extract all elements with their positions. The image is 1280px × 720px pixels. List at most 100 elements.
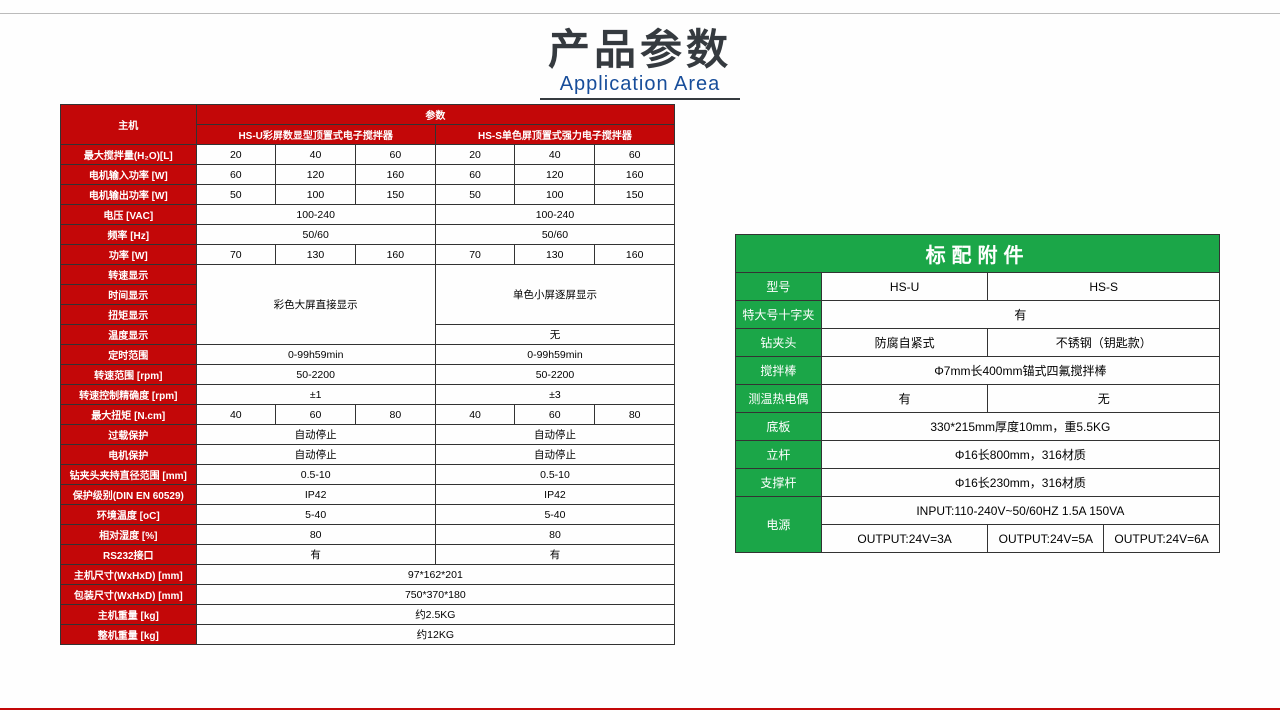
row-lbl: 功率 [W] [61, 245, 197, 265]
row-lbl: RS232接口 [61, 545, 197, 565]
cell: Φ7mm长400mm锚式四氟搅拌棒 [821, 357, 1219, 385]
cell: 97*162*201 [196, 565, 675, 585]
cell: 约12KG [196, 625, 675, 645]
row-lbl: 最大搅拌量(H₂O)[L] [61, 145, 197, 165]
cell: 130 [515, 245, 595, 265]
row-lbl: 温度显示 [61, 325, 197, 345]
cell: 60 [435, 165, 514, 185]
cell: HS-U [821, 273, 988, 301]
cell: 60 [196, 165, 275, 185]
cell: 80 [355, 405, 435, 425]
cell: 70 [435, 245, 514, 265]
cell: 自动停止 [435, 445, 674, 465]
acc-lbl: 型号 [736, 273, 822, 301]
cell: 40 [196, 405, 275, 425]
row-lbl: 转速显示 [61, 265, 197, 285]
cell: 50-2200 [435, 365, 674, 385]
spec-table: 主机 参数 HS-U彩屏数显型顶置式电子搅拌器 HS-S单色屏顶置式强力电子搅拌… [60, 104, 675, 645]
cell: 50-2200 [196, 365, 435, 385]
cell: 160 [355, 165, 435, 185]
cell: 60 [515, 405, 595, 425]
cell: 单色小屏逐屏显示 [435, 265, 674, 325]
row-lbl: 主机重量 [kg] [61, 605, 197, 625]
cell: OUTPUT:24V=5A [988, 525, 1104, 553]
row-lbl: 转速范围 [rpm] [61, 365, 197, 385]
cell: 20 [435, 145, 514, 165]
page-title-en: Application Area [0, 73, 1280, 96]
hdr-host: 主机 [61, 105, 197, 145]
acc-title: 标配附件 [736, 235, 1220, 273]
cell: 0-99h59min [435, 345, 674, 365]
row-lbl: 最大扭矩 [N.cm] [61, 405, 197, 425]
row-lbl: 电压 [VAC] [61, 205, 197, 225]
cell: 无 [435, 325, 674, 345]
cell: 无 [988, 385, 1220, 413]
cell: 60 [355, 145, 435, 165]
cell: 50/60 [435, 225, 674, 245]
cell: 0-99h59min [196, 345, 435, 365]
row-lbl: 整机重量 [kg] [61, 625, 197, 645]
cell: OUTPUT:24V=3A [821, 525, 988, 553]
cell: 自动停止 [196, 425, 435, 445]
cell: 40 [276, 145, 356, 165]
hdr-u: HS-U彩屏数显型顶置式电子搅拌器 [196, 125, 435, 145]
cell: 自动停止 [435, 425, 674, 445]
cell: 50/60 [196, 225, 435, 245]
row-lbl: 定时范围 [61, 345, 197, 365]
hdr-s: HS-S单色屏顶置式强力电子搅拌器 [435, 125, 674, 145]
cell: 120 [276, 165, 356, 185]
cell: 60 [595, 145, 675, 165]
accessories-table: 标配附件 型号 HS-U HS-S 特大号十字夹 有 钻夹头 防腐自紧式 不锈钢… [735, 234, 1220, 553]
cell: 120 [515, 165, 595, 185]
cell: OUTPUT:24V=6A [1104, 525, 1220, 553]
top-divider [0, 0, 1280, 14]
acc-lbl: 特大号十字夹 [736, 301, 822, 329]
row-lbl: 电机输入功率 [W] [61, 165, 197, 185]
row-lbl: 保护级别(DIN EN 60529) [61, 485, 197, 505]
row-lbl: 电机保护 [61, 445, 197, 465]
cell: INPUT:110-240V~50/60HZ 1.5A 150VA [821, 497, 1219, 525]
cell: 70 [196, 245, 275, 265]
row-lbl: 频率 [Hz] [61, 225, 197, 245]
acc-lbl: 测温热电偶 [736, 385, 822, 413]
row-lbl: 时间显示 [61, 285, 197, 305]
cell: 有 [821, 301, 1219, 329]
row-lbl: 过载保护 [61, 425, 197, 445]
cell: 有 [435, 545, 674, 565]
acc-lbl: 钻夹头 [736, 329, 822, 357]
cell: 160 [595, 245, 675, 265]
cell: 80 [196, 525, 435, 545]
cell: 0.5-10 [196, 465, 435, 485]
cell: 50 [196, 185, 275, 205]
cell: 100 [276, 185, 356, 205]
acc-lbl: 立杆 [736, 441, 822, 469]
cell: 160 [355, 245, 435, 265]
cell: 100 [515, 185, 595, 205]
acc-lbl: 搅拌棒 [736, 357, 822, 385]
cell: 20 [196, 145, 275, 165]
cell: 750*370*180 [196, 585, 675, 605]
cell: 5-40 [435, 505, 674, 525]
cell: 160 [595, 165, 675, 185]
title-underline [540, 98, 740, 100]
cell: 80 [435, 525, 674, 545]
cell: ±3 [435, 385, 674, 405]
cell: 防腐自紧式 [821, 329, 988, 357]
cell: 330*215mm厚度10mm，重5.5KG [821, 413, 1219, 441]
bottom-red-line [0, 708, 1280, 710]
cell: 0.5-10 [435, 465, 674, 485]
cell: 40 [435, 405, 514, 425]
acc-lbl: 支撑杆 [736, 469, 822, 497]
acc-lbl: 电源 [736, 497, 822, 553]
row-lbl: 主机尺寸(WxHxD) [mm] [61, 565, 197, 585]
cell: 约2.5KG [196, 605, 675, 625]
cell: 60 [276, 405, 356, 425]
cell: 彩色大屏直接显示 [196, 265, 435, 345]
hdr-param: 参数 [196, 105, 675, 125]
row-lbl: 电机输出功率 [W] [61, 185, 197, 205]
cell: 150 [355, 185, 435, 205]
acc-lbl: 底板 [736, 413, 822, 441]
row-lbl: 包装尺寸(WxHxD) [mm] [61, 585, 197, 605]
cell: Φ16长230mm，316材质 [821, 469, 1219, 497]
cell: HS-S [988, 273, 1220, 301]
